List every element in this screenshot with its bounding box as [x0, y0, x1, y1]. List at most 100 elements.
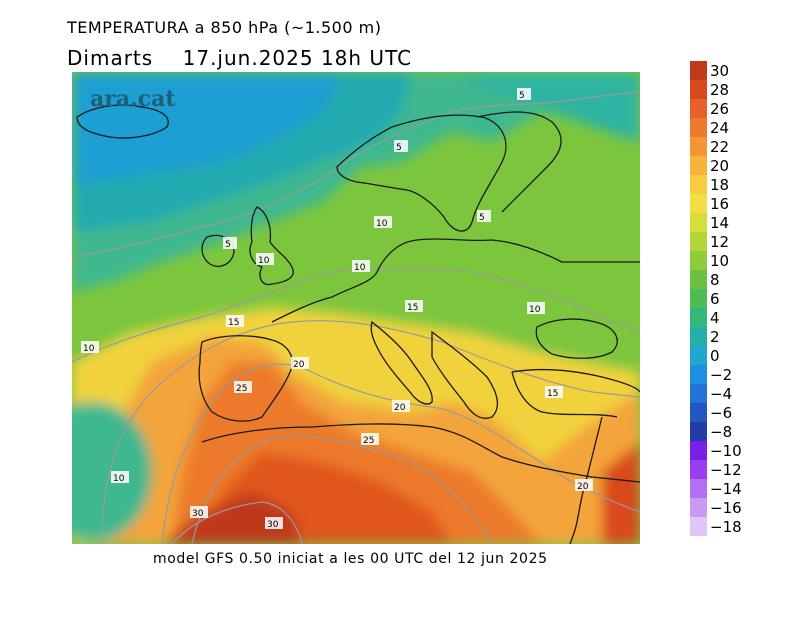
legend-swatch	[690, 251, 707, 270]
legend-label: 18	[710, 176, 729, 194]
legend-label: −2	[710, 366, 732, 384]
legend-label: 22	[710, 138, 729, 156]
legend-label: −14	[710, 480, 742, 498]
legend-label: 26	[710, 100, 729, 118]
italy-coast	[370, 320, 433, 405]
contour-label: 30	[267, 520, 279, 530]
contour-label: 5	[396, 143, 402, 153]
legend-label: 12	[710, 233, 729, 251]
legend-swatch	[690, 118, 707, 137]
contour-label: 25	[236, 384, 247, 394]
black-sea-coast	[535, 318, 618, 359]
temperature-band-coldest	[72, 72, 342, 182]
contour-label: 15	[547, 389, 558, 399]
legend-label: 2	[710, 328, 720, 346]
scandinavia-coast	[336, 114, 507, 232]
legend-swatch	[690, 289, 707, 308]
legend-swatch	[690, 194, 707, 213]
legend-label: −12	[710, 461, 742, 479]
coastlines	[76, 104, 640, 544]
turkey-coast	[511, 368, 640, 418]
forecast-day: Dimarts	[67, 46, 154, 70]
isotherm-lines	[72, 91, 640, 544]
legend-swatch	[690, 403, 707, 422]
contour-label: 10	[376, 219, 388, 229]
contour-label: 10	[83, 344, 95, 354]
isotherm-15	[101, 320, 640, 544]
levant-coast	[569, 416, 603, 544]
contour-label: 15	[228, 318, 239, 328]
iberia-coast	[198, 335, 293, 422]
legend-swatch	[690, 327, 707, 346]
isotherm-30	[171, 501, 303, 544]
legend-label: −6	[710, 404, 732, 422]
legend-swatch	[690, 365, 707, 384]
watermark-logo: ara.cat	[90, 86, 176, 112]
chart-title: TEMPERATURA a 850 hPa (~1.500 m)	[67, 18, 382, 37]
isotherm-25	[191, 435, 493, 544]
north-africa-coast	[201, 423, 640, 483]
legend-label: 24	[710, 119, 729, 137]
legend-swatch	[690, 99, 707, 118]
temperature-map: ara.cat 5 5 5 5 10 10 10 10 10 10 15 15 …	[72, 72, 640, 544]
legend-swatch	[690, 270, 707, 289]
legend-swatch	[690, 498, 707, 517]
contour-label: 10	[529, 305, 541, 315]
legend-swatch	[690, 61, 707, 80]
balkans-greece-coast	[431, 330, 499, 419]
legend-swatch	[690, 517, 707, 536]
legend-swatch	[690, 308, 707, 327]
isotherm-10	[72, 267, 640, 363]
legend-label: 28	[710, 81, 729, 99]
contour-label: 5	[225, 240, 231, 250]
baltic-coast	[476, 111, 562, 213]
color-scale-legend: 302826242220181614121086420−2−4−6−8−10−1…	[690, 61, 742, 536]
forecast-datetime-line: Dimarts 17.jun.2025 18h UTC	[67, 46, 412, 70]
legend-label: 14	[710, 214, 729, 232]
temperature-band-ne-cool	[452, 72, 640, 142]
legend-swatch	[690, 479, 707, 498]
legend-swatch	[690, 384, 707, 403]
temperature-band-hottest	[162, 492, 302, 544]
contour-label: 20	[577, 482, 589, 492]
legend-swatch	[690, 213, 707, 232]
legend-swatch	[690, 80, 707, 99]
legend-label: 10	[710, 252, 729, 270]
contour-label: 10	[258, 256, 270, 266]
continental-coast	[271, 238, 640, 323]
iceland-coast	[76, 104, 169, 139]
legend-label: −4	[710, 385, 732, 403]
contour-label: 20	[293, 360, 305, 370]
contour-label: 10	[113, 474, 125, 484]
contour-label: 5	[479, 213, 485, 223]
contour-label: 30	[192, 509, 204, 519]
legend-label: −18	[710, 518, 742, 536]
legend-label: 6	[710, 290, 720, 308]
legend-swatch	[690, 137, 707, 156]
legend-label: −10	[710, 442, 742, 460]
legend-label: 0	[710, 347, 720, 365]
contour-label: 15	[407, 303, 418, 313]
forecast-datetime: 17.jun.2025 18h UTC	[182, 46, 413, 70]
contour-labels: 5 5 5 5 10 10 10 10 10 10 15 15 15 20 20…	[81, 88, 593, 530]
legend-swatch	[690, 175, 707, 194]
contour-label: 20	[394, 403, 406, 413]
legend-label: 8	[710, 271, 720, 289]
legend-swatch	[690, 232, 707, 251]
legend-label: 4	[710, 309, 720, 327]
legend-swatch	[690, 441, 707, 460]
british-isles-coast	[249, 206, 294, 286]
model-run-info: model GFS 0.50 iniciat a les 00 UTC del …	[153, 551, 548, 567]
isotherm-5	[72, 91, 640, 258]
contour-label: 25	[363, 436, 374, 446]
temperature-band-east-hot	[602, 442, 640, 544]
legend-swatch	[690, 422, 707, 441]
legend-swatch	[690, 460, 707, 479]
contour-label: 5	[519, 91, 525, 101]
legend-label: 20	[710, 157, 729, 175]
legend-label: −16	[710, 499, 742, 517]
legend-label: −8	[710, 423, 732, 441]
legend-label: 16	[710, 195, 729, 213]
legend-swatch	[690, 346, 707, 365]
legend-swatch	[690, 156, 707, 175]
